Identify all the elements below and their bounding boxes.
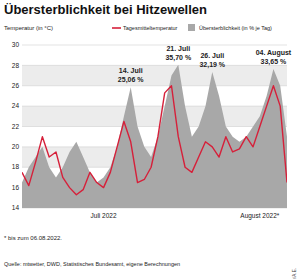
y-tick-label: 14 — [12, 204, 20, 211]
legend-swatch — [112, 27, 121, 29]
annotation-date: 26. Juli — [200, 52, 224, 59]
y-tick-label: 30 — [12, 41, 20, 48]
grid-line — [22, 106, 287, 107]
source: Quelle: mtwetter, DWD, Statistisches Bun… — [4, 261, 180, 267]
legend-label: Übersterblichkeit (in % je Tag) — [199, 25, 272, 31]
annotation-date: 04. August — [256, 49, 292, 57]
title: Übersterblichkeit bei Hitzewellen — [4, 2, 207, 17]
y-tick-label: 18 — [12, 163, 20, 170]
credit: © taz grafik: infotext-berlin.de/A.E. — [291, 268, 297, 279]
y-tick-label: 22 — [12, 123, 20, 130]
annotation-value: 35,70 % — [165, 54, 191, 62]
x-tick-label: Juli 2022 — [91, 212, 117, 219]
grid — [22, 45, 287, 208]
legend-swatch — [188, 24, 195, 31]
annotation-value: 33,65 % — [261, 58, 287, 66]
y-tick-label: 16 — [12, 184, 20, 191]
y-tick-label: 24 — [12, 102, 20, 109]
y-tick-label: 28 — [12, 62, 20, 69]
annotation-date: 21. Juli — [166, 45, 190, 52]
grid-band — [22, 106, 287, 126]
y-tick-label: 20 — [12, 143, 20, 150]
grid-band — [22, 65, 287, 85]
chart: Übersterblichkeit bei Hitzewellen Tempera… — [0, 0, 300, 279]
area — [22, 65, 287, 208]
plot-area — [22, 65, 287, 208]
x-tick-label: August 2022* — [240, 212, 280, 220]
grid-line — [22, 85, 287, 86]
legend-label: Tagesmitteltemperatur — [123, 25, 178, 31]
annotation-value: 32,19 % — [199, 61, 225, 69]
grid-line — [22, 126, 287, 127]
y-axis-label: Temperatur (in °C) — [4, 25, 53, 31]
legend: Tagesmitteltemperatur Übersterblichkeit (… — [112, 24, 272, 31]
footnote: * bis zum 06.08.2022. — [4, 235, 62, 241]
grid-line — [22, 45, 287, 46]
grid-line — [22, 65, 287, 66]
annotation-value: 25,06 % — [118, 76, 144, 84]
y-tick-label: 26 — [12, 82, 20, 89]
annotation-date: 14. Juli — [119, 67, 143, 74]
line — [22, 86, 287, 195]
